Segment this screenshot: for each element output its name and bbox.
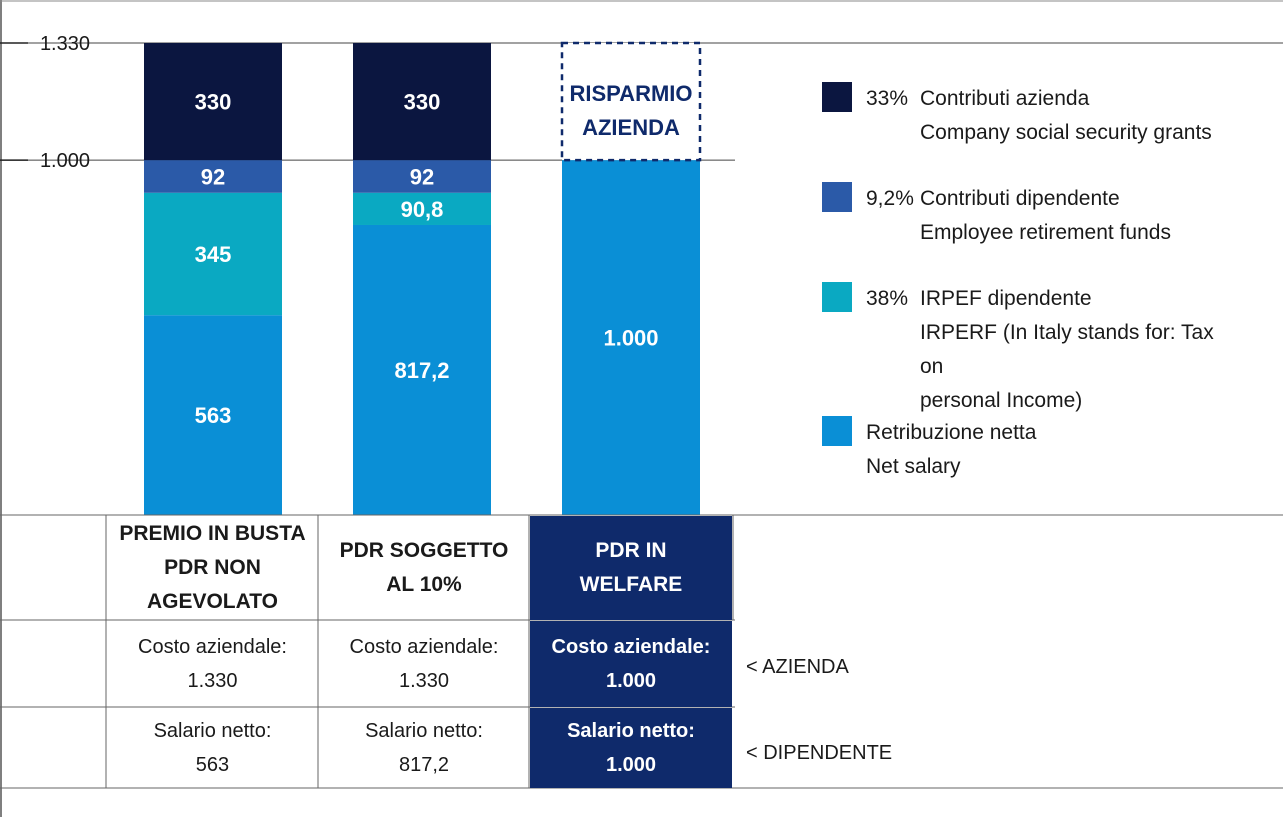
y-tick-label: 1.330 [40, 33, 90, 55]
legend-item-contributi-azienda: 33% Contributi azienda Company social se… [822, 82, 1240, 150]
legend-item-irpef-dipendente: 38% IRPEF dipendente IRPERF (In Italy st… [822, 282, 1240, 418]
legend-percent: 33% [866, 87, 909, 110]
bar-segment [144, 192, 282, 316]
row-label-azienda: < AZIENDA [746, 656, 849, 678]
cost-cell-soggetto: Costo aziendale: 1.330 [349, 636, 499, 692]
bar-value-label: 92 [201, 164, 225, 189]
bar-segment [353, 43, 491, 161]
savings-box-label: RISPARMIO [569, 81, 692, 106]
bar-value-label: 817,2 [394, 358, 449, 383]
bar-value-label: 345 [195, 242, 232, 267]
bar-value-label: 563 [195, 403, 232, 428]
legend-percent: 38% [866, 287, 909, 310]
legend-label: Contributi dipendente Employee retiremen… [920, 187, 1171, 244]
legend-item-retribuzione-netta: Retribuzione netta Net salary [822, 416, 1186, 484]
bar-value-label: 1.000 [603, 326, 658, 351]
bar-segment [562, 160, 700, 515]
legend-swatch [822, 82, 852, 112]
column-header-pdr-soggetto: PDR SOGGETTO AL 10% [339, 539, 509, 596]
bar-segment [353, 160, 491, 193]
legend-percent: 9,2% [866, 187, 914, 210]
legend-label: IRPEF dipendente IRPERF (In Italy stands… [920, 287, 1214, 412]
bar-value-label: 90,8 [401, 197, 444, 222]
legend-swatch [822, 182, 852, 212]
salary-cell-premio: Salario netto: 563 [153, 720, 272, 776]
bar-value-label: 330 [195, 90, 232, 115]
bar-segment [353, 224, 491, 516]
legend-label: Contributi azienda Company social securi… [920, 87, 1212, 144]
bar-segment [144, 43, 282, 161]
bar-value-label: 92 [410, 164, 434, 189]
column-header-premio-in-busta: PREMIO IN BUSTA PDR NON AGEVOLATO [119, 522, 306, 613]
salary-cell-soggetto: Salario netto: 817,2 [365, 720, 483, 776]
legend-swatch [822, 282, 852, 312]
bar-value-label: 330 [404, 90, 441, 115]
bar-segment [144, 160, 282, 193]
savings-box-label: AZIENDA [582, 115, 680, 140]
table-grid [0, 514, 1283, 789]
legend-item-contributi-dipendente: 9,2% Contributi dipendente Employee reti… [822, 182, 1240, 250]
row-label-dipendente: < DIPENDENTE [746, 742, 893, 764]
cost-cell-welfare: Costo aziendale: 1.000 [530, 621, 732, 707]
cost-cell-premio: Costo aziendale: 1.330 [138, 636, 287, 692]
savings-box [560, 41, 702, 162]
column-header-pdr-welfare: PDR IN WELFARE [530, 516, 732, 620]
salary-cell-welfare: Salario netto: 1.000 [530, 708, 732, 788]
bar-segment [353, 192, 491, 225]
bar-segment [144, 315, 282, 515]
y-tick-label: 1.000 [40, 150, 90, 172]
legend-swatch [822, 416, 852, 446]
legend-label: Retribuzione netta Net salary [866, 421, 1037, 478]
